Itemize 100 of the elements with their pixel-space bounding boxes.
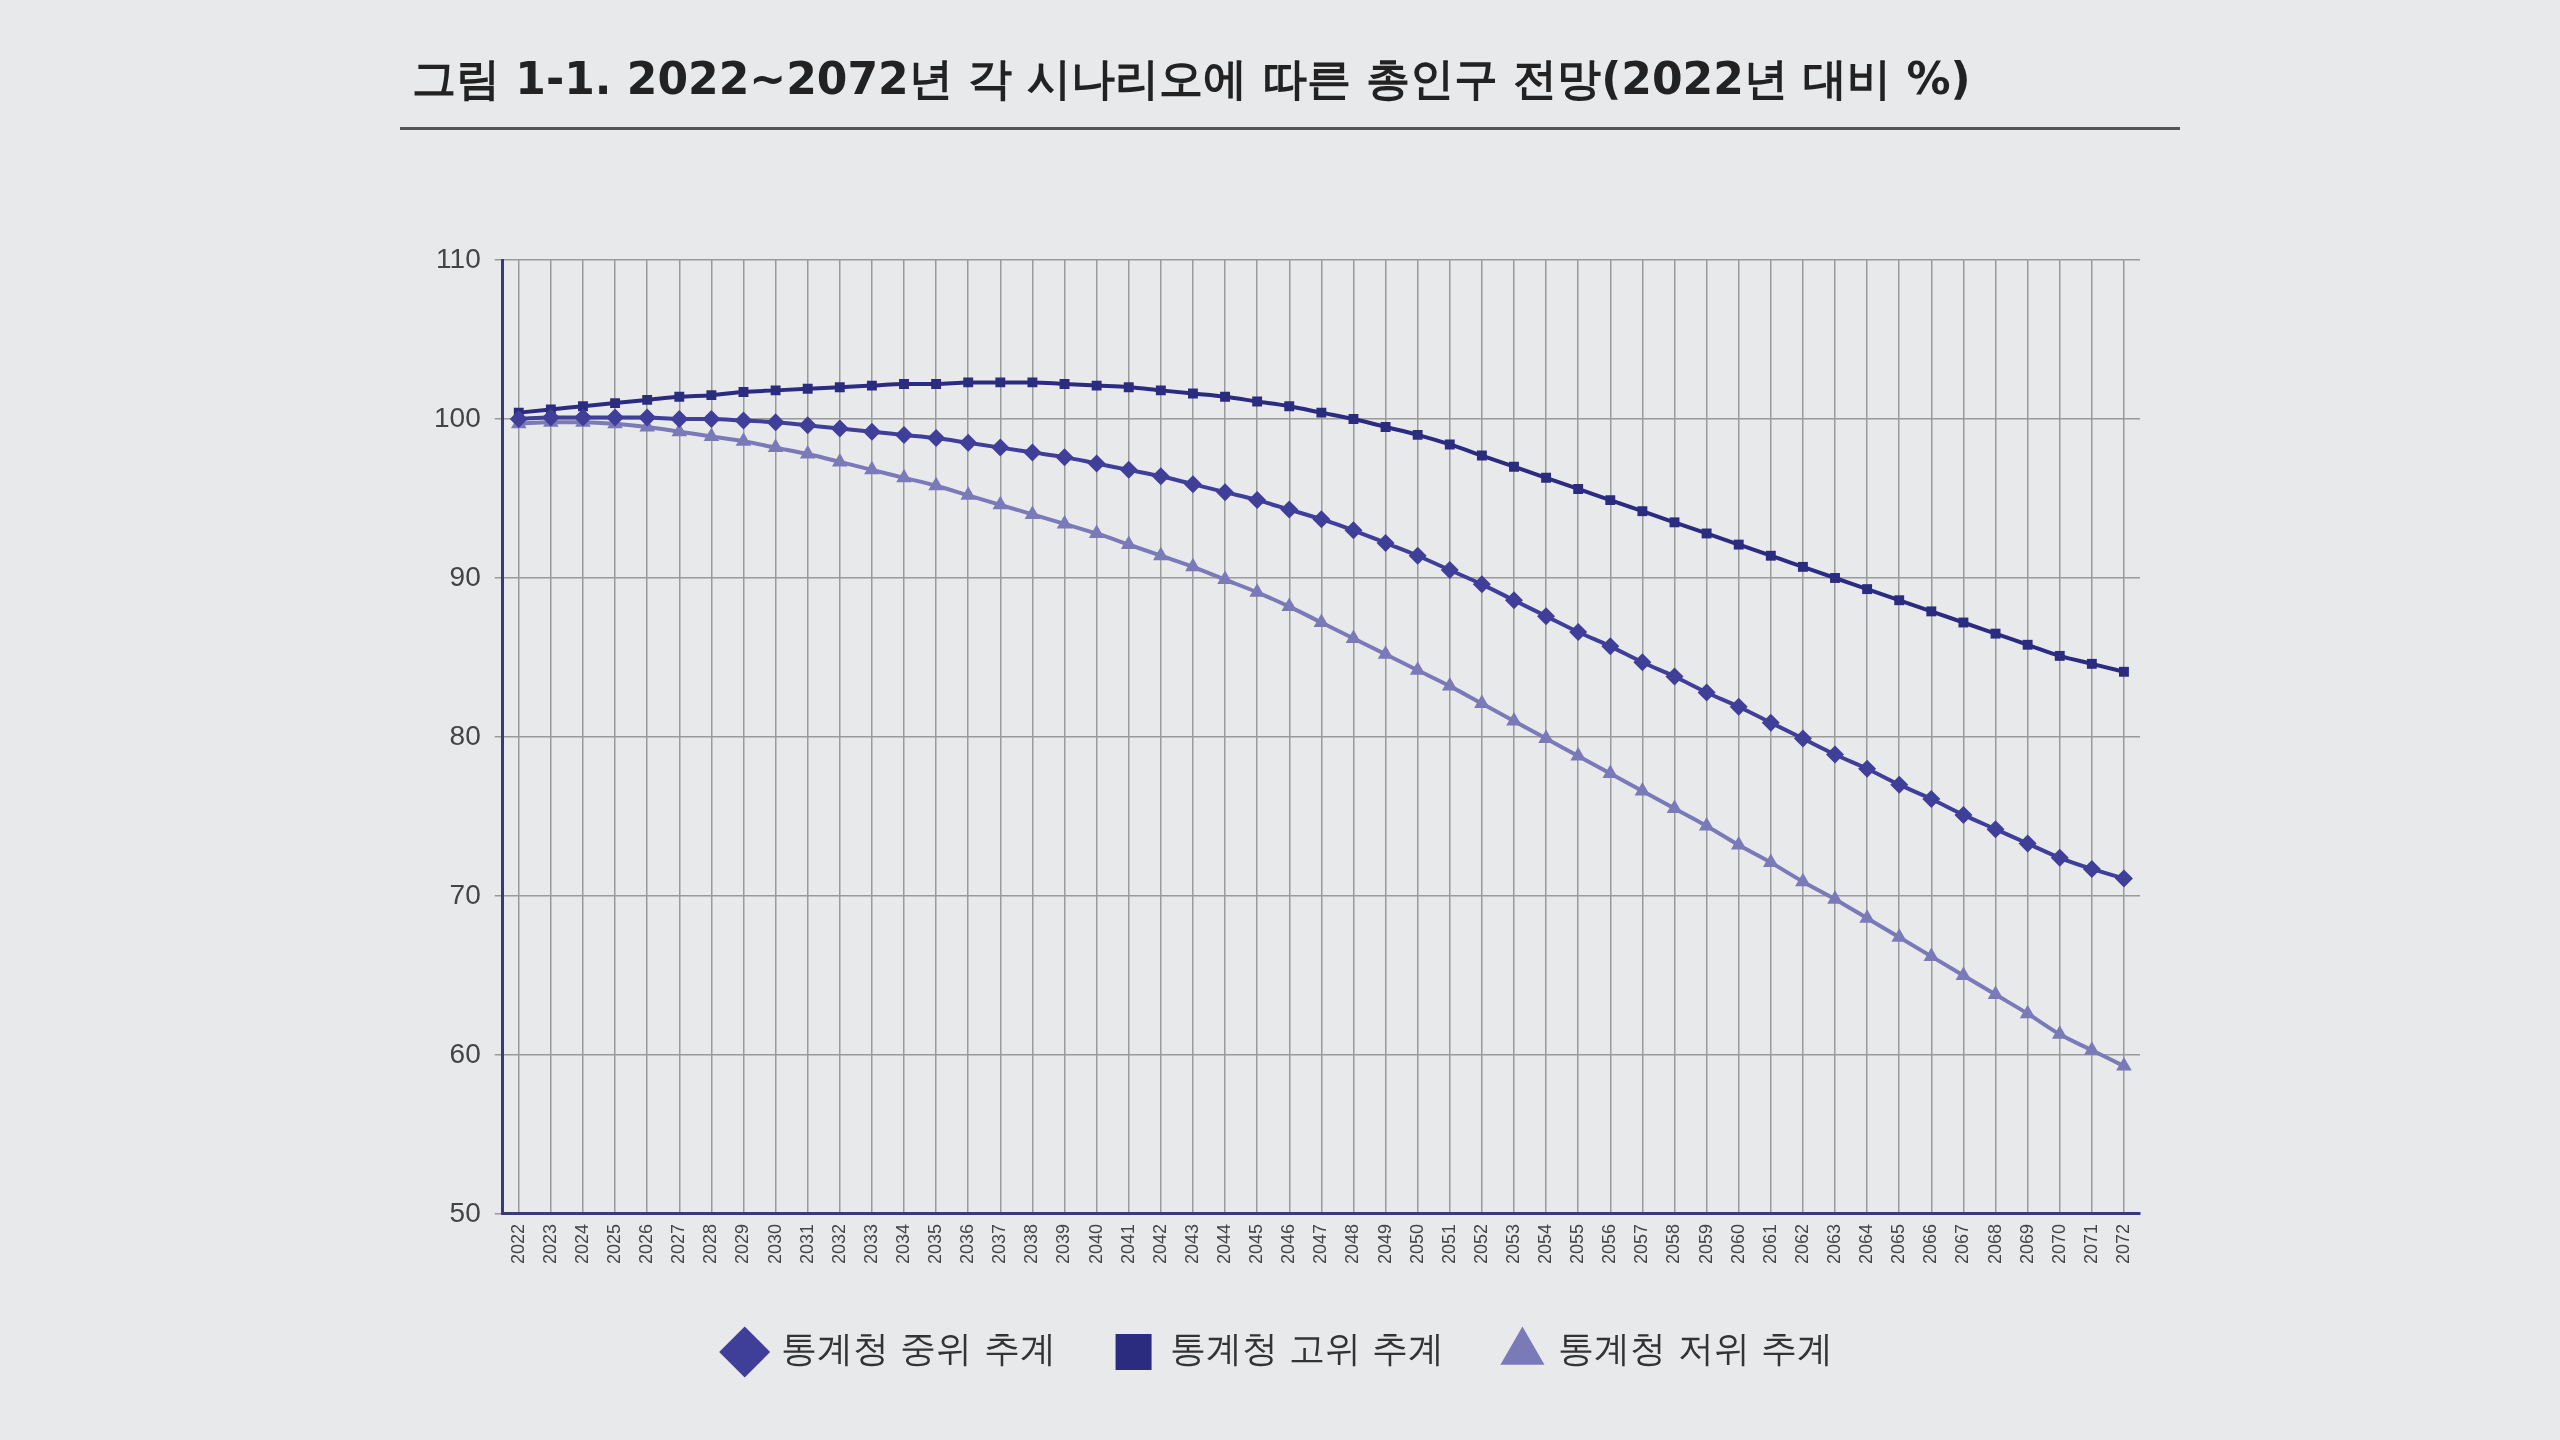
x-tick-label: 2035 — [925, 1223, 946, 1264]
point — [670, 409, 689, 428]
x-tick-label: 2061 — [1759, 1223, 1780, 1264]
point — [1601, 637, 1620, 656]
chart-title: 그림 1-1. 2022~2072년 각 시나리오에 따른 총인구 전망(2022년 대비 %) — [400, 40, 2180, 130]
point — [1187, 388, 1198, 399]
x-tick-label: 2028 — [700, 1223, 721, 1264]
point — [1669, 517, 1680, 528]
point — [610, 398, 621, 409]
point — [1185, 557, 1201, 572]
point — [2116, 1057, 2132, 1071]
point — [738, 387, 749, 397]
point — [541, 408, 560, 427]
x-tick-label: 2026 — [636, 1223, 657, 1264]
x-tick-label: 2052 — [1470, 1223, 1491, 1264]
point — [1408, 546, 1427, 565]
point — [1023, 443, 1042, 462]
point — [1441, 677, 1458, 691]
point — [1506, 712, 1522, 726]
point — [959, 433, 978, 452]
point — [1316, 407, 1327, 418]
point — [1252, 396, 1263, 407]
point — [1151, 467, 1170, 486]
y-tick-label: 100 — [434, 401, 481, 433]
x-tick-label: 2058 — [1663, 1223, 1684, 1264]
legend-label: 통계청 저위 추계 — [1558, 1328, 1834, 1370]
point — [2114, 869, 2133, 888]
point — [1862, 584, 1873, 595]
x-tick-label: 2069 — [2016, 1223, 2037, 1264]
point — [1733, 539, 1744, 550]
x-tick-label: 2042 — [1149, 1223, 1170, 1264]
x-tick-label: 2023 — [539, 1223, 560, 1264]
x-tick-label: 2039 — [1053, 1223, 1074, 1264]
point — [1797, 561, 1808, 572]
point — [638, 408, 657, 427]
point — [1284, 401, 1295, 412]
legend-label: 통계청 중위 추계 — [780, 1328, 1056, 1370]
x-tick-label: 2045 — [1246, 1223, 1267, 1264]
point — [1730, 836, 1747, 850]
point — [1248, 491, 1267, 510]
point — [1537, 607, 1556, 626]
point — [1697, 683, 1716, 702]
x-tick-label: 2041 — [1117, 1223, 1138, 1264]
point — [1380, 421, 1391, 432]
x-tick-label: 2036 — [957, 1223, 978, 1264]
x-tick-label: 2037 — [989, 1223, 1010, 1264]
point — [1280, 500, 1299, 519]
point — [674, 391, 685, 402]
point — [1763, 853, 1779, 868]
point — [573, 408, 592, 427]
point — [1055, 448, 1074, 467]
point — [642, 394, 653, 405]
point — [1666, 799, 1683, 814]
point — [1958, 617, 1969, 628]
x-tick-label: 2027 — [668, 1223, 689, 1264]
point — [1605, 495, 1616, 506]
point — [991, 438, 1010, 457]
point — [606, 408, 625, 427]
point — [1955, 966, 1972, 980]
point — [1894, 595, 1905, 606]
point — [1729, 697, 1748, 716]
point — [1926, 606, 1937, 617]
x-tick-label: 2022 — [507, 1223, 528, 1264]
x-tick-label: 2034 — [892, 1223, 913, 1264]
y-tick-label: 60 — [449, 1037, 481, 1069]
point — [1059, 379, 1070, 389]
point — [1120, 535, 1137, 550]
point — [1091, 380, 1102, 391]
x-tick-label: 2046 — [1278, 1223, 1299, 1264]
point — [1541, 472, 1552, 483]
point — [1923, 947, 1940, 961]
point — [578, 401, 588, 412]
x-tick-label: 2070 — [2048, 1223, 2069, 1264]
x-tick-label: 2025 — [604, 1223, 625, 1264]
point — [1444, 439, 1455, 450]
legend-label: 통계청 고위 추계 — [1169, 1328, 1445, 1370]
point — [1830, 573, 1840, 583]
point — [2018, 834, 2037, 853]
x-tick-label: 2060 — [1727, 1223, 1748, 1264]
point — [1922, 789, 1941, 808]
point — [770, 385, 781, 396]
point — [1027, 377, 1038, 388]
x-tick-label: 2055 — [1567, 1223, 1588, 1264]
point — [927, 429, 946, 448]
point — [1795, 872, 1811, 887]
point — [1412, 429, 1423, 440]
point — [1344, 521, 1363, 540]
point — [1826, 745, 1845, 764]
point — [2019, 1004, 2036, 1019]
point — [1183, 475, 1202, 494]
point — [1573, 484, 1584, 494]
point — [1312, 510, 1331, 529]
point — [1472, 575, 1491, 594]
point — [1409, 661, 1426, 675]
x-tick-label: 2032 — [828, 1223, 849, 1264]
x-tick-label: 2072 — [2112, 1223, 2133, 1264]
point — [2054, 650, 2065, 661]
point — [895, 425, 914, 444]
point — [1087, 454, 1106, 473]
point — [1538, 729, 1554, 744]
